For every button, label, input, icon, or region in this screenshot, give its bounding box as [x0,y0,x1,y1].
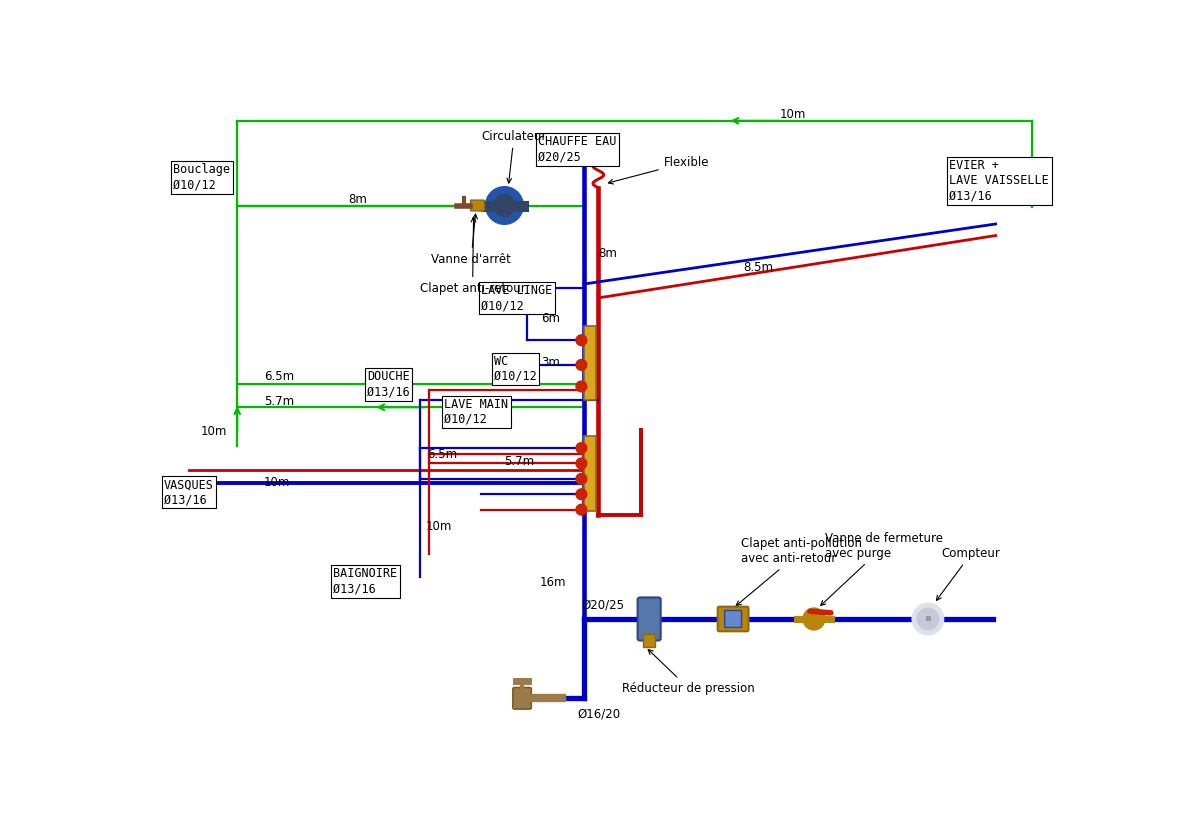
Text: Bouclage
Ø10/12: Bouclage Ø10/12 [173,163,230,191]
Text: 5.7m: 5.7m [264,395,294,409]
Circle shape [576,335,587,346]
Circle shape [803,608,825,630]
FancyBboxPatch shape [470,200,484,211]
Text: Vanne de fermeture
avec purge: Vanne de fermeture avec purge [821,532,944,605]
FancyBboxPatch shape [717,607,748,631]
Circle shape [576,489,587,500]
Text: Circulateur: Circulateur [482,130,547,183]
Text: 8m: 8m [598,246,617,260]
Text: 10m: 10m [780,108,806,121]
FancyBboxPatch shape [584,327,596,399]
Text: LAVE LINGE
Ø10/12: LAVE LINGE Ø10/12 [482,284,552,312]
FancyBboxPatch shape [724,610,742,628]
Text: Clapet anti-retour: Clapet anti-retour [419,218,525,295]
Circle shape [913,604,944,634]
Text: CHAUFFE EAU
Ø20/25: CHAUFFE EAU Ø20/25 [538,136,616,164]
FancyBboxPatch shape [512,687,531,709]
Circle shape [576,381,587,392]
Circle shape [494,194,515,217]
Text: Vanne d'arrêt: Vanne d'arrêt [431,214,511,266]
Circle shape [918,608,939,630]
FancyBboxPatch shape [643,634,655,647]
Text: DOUCHE
Ø13/16: DOUCHE Ø13/16 [368,370,410,399]
Text: 16m: 16m [540,576,567,590]
Text: 6.5m: 6.5m [428,448,457,461]
Text: LAVE MAIN
Ø10/12: LAVE MAIN Ø10/12 [444,398,509,426]
Text: 8m: 8m [349,193,368,206]
Text: Réducteur de pression: Réducteur de pression [622,649,755,695]
Text: Flexible: Flexible [608,155,709,184]
Text: III: III [925,616,931,622]
Circle shape [576,442,587,453]
Text: 5.7m: 5.7m [504,455,535,467]
Text: WC
Ø10/12: WC Ø10/12 [495,355,537,383]
Text: 3m: 3m [542,356,561,369]
Text: 6.5m: 6.5m [264,370,294,383]
Text: BAIGNOIRE
Ø13/16: BAIGNOIRE Ø13/16 [333,567,398,595]
Text: Clapet anti-pollution
avec anti-retour: Clapet anti-pollution avec anti-retour [736,538,862,605]
Text: VASQUES
Ø13/16: VASQUES Ø13/16 [164,478,214,506]
Circle shape [576,458,587,469]
Circle shape [576,474,587,485]
Circle shape [576,504,587,515]
Text: Ø16/20: Ø16/20 [577,707,621,720]
Text: Ø20/25: Ø20/25 [582,599,624,612]
Circle shape [576,360,587,370]
Text: 10m: 10m [200,425,226,438]
Text: EVIER +
LAVE VAISSELLE
Ø13/16: EVIER + LAVE VAISSELLE Ø13/16 [949,160,1050,203]
Circle shape [485,187,523,224]
Text: 10m: 10m [264,476,291,490]
Text: 6m: 6m [542,312,561,325]
FancyBboxPatch shape [584,437,596,511]
Text: Compteur: Compteur [937,547,1000,600]
FancyBboxPatch shape [637,597,661,641]
Text: 8.5m: 8.5m [743,261,773,274]
Text: 10m: 10m [426,520,452,533]
